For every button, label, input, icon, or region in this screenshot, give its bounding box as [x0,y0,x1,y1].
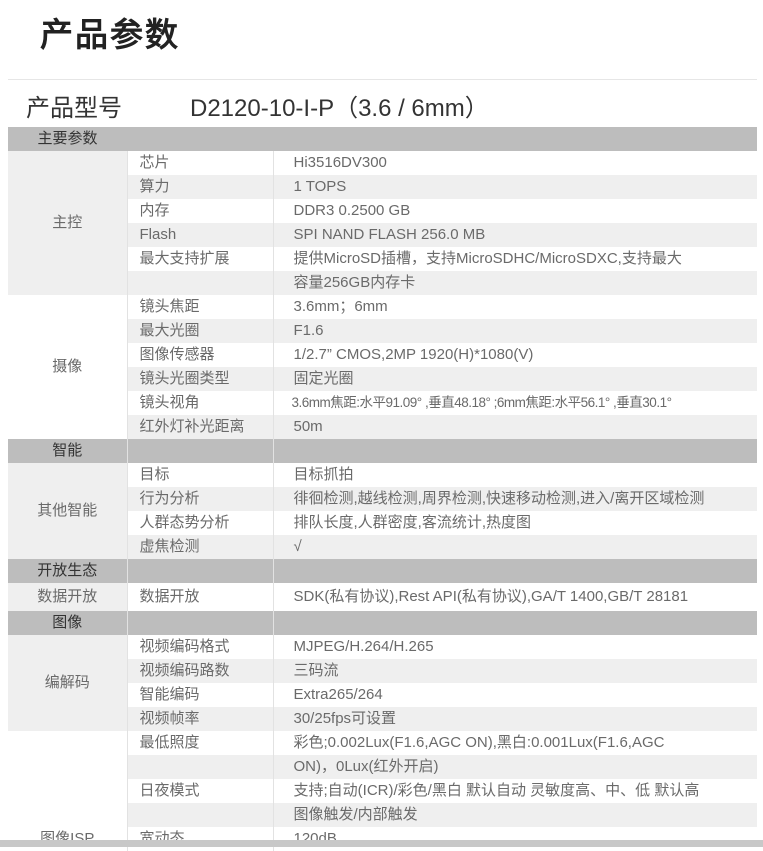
table-row: 主控 芯片 Hi3516DV300 [8,151,757,295]
row-key: 内存 [126,199,273,223]
group-data-open: 数据开放 [8,583,127,611]
section-image: 图像 [8,611,127,635]
row-key: 日夜模式 [126,779,273,803]
row-key: 视频编码格式 [126,635,273,659]
table-row: 编解码 视频编码格式 MJPEG/H.264/H.265 [8,635,757,731]
row-key: 视频帧率 [126,707,273,731]
spec-table: 主要参数 主控 芯片 Hi3516DV300 算力 1 TOPS 内存 DDR3 0.… [8,127,757,851]
row-value: 120dB [272,827,757,851]
row-value: 支持;自动(ICR)/彩色/黑白 默认自动 灵敏度高、中、低 默认高 [272,779,757,803]
row-key: 数据开放 [126,583,273,611]
row-value: 1 TOPS [272,175,757,199]
table-row: 视频编码路数 三码流 [8,659,757,683]
row-value: 排队长度,人群密度,客流统计,热度图 [272,511,757,535]
row-value-cont: 图像触发/内部触发 [272,803,757,827]
group-isp: 图像ISP [8,731,127,851]
group-control: 主控 [8,151,127,295]
table-row: 虚焦检测 √ [8,535,757,559]
row-key: Flash [126,223,273,247]
row-key: 镜头焦距 [126,295,273,319]
table-row: 容量256GB内存卡 [8,271,757,295]
group-other-smart: 其他智能 [8,463,127,559]
bottom-bar [0,840,763,847]
row-value: 目标抓拍 [272,463,757,487]
table-row: 智能编码 Extra265/264 [8,683,757,707]
table-row: 镜头视角 3.6mm焦距:水平91.09° ,垂直48.18° ;6mm焦距:水平… [8,391,757,415]
table-row: 摄像 镜头焦距 3.6mm；6mm [8,295,757,439]
table-row: Flash SPI NAND FLASH 256.0 MB [8,223,757,247]
table-row: ON)，0Lux(红外开启) [8,755,757,779]
row-key: 最大支持扩展 [126,247,273,271]
table-row: 最大支持扩展 提供MicroSD插槽，支持MicroSDHC/MicroSDXC,… [8,247,757,271]
row-value: 3.6mm焦距:水平91.09° ,垂直48.18° ;6mm焦距:水平56.1… [272,391,757,415]
group-codec: 编解码 [8,635,127,731]
row-key: 目标 [126,463,273,487]
row-value: 三码流 [272,659,757,683]
row-key: 智能编码 [126,683,273,707]
row-value: 3.6mm；6mm [272,295,757,319]
section-open: 开放生态 [8,559,127,583]
row-value: SDK(私有协议),Rest API(私有协议),GA/T 1400,GB/T … [272,583,757,611]
section-header: 开放生态 [8,559,757,583]
table-row: 镜头光圈类型 固定光圈 [8,367,757,391]
row-value: SPI NAND FLASH 256.0 MB [272,223,757,247]
table-row: 人群态势分析 排队长度,人群密度,客流统计,热度图 [8,511,757,535]
row-value: Extra265/264 [272,683,757,707]
table-row: 图像ISP 最低照度 彩色;0.002Lux(F1.6,AGC ON),黑白:0.0… [8,731,757,851]
row-key: 镜头视角 [126,391,273,415]
model-value: D2120-10-I-P（3.6 / 6mm） [190,95,489,122]
section-main: 主要参数 [8,127,127,151]
table-row: 图像触发/内部触发 [8,803,757,827]
row-value: 固定光圈 [272,367,757,391]
row-key: 图像传感器 [126,343,273,367]
row-key: 最低照度 [126,731,273,755]
row-value: 徘徊检测,越线检测,周界检测,快速移动检测,进入/离开区域检测 [272,487,757,511]
row-value: MJPEG/H.264/H.265 [272,635,757,659]
table-row: 其他智能 目标 目标抓拍 [8,463,757,559]
row-value: Hi3516DV300 [272,151,757,175]
row-key: 视频编码路数 [126,659,273,683]
row-value: 30/25fps可设置 [272,707,757,731]
table-row: 最大光圈 F1.6 [8,319,757,343]
divider [8,79,757,80]
table-row: 图像传感器 1/2.7” CMOS,2MP 1920(H)*1080(V) [8,343,757,367]
group-camera: 摄像 [8,295,127,439]
row-value-cont: 容量256GB内存卡 [272,271,757,295]
section-header: 主要参数 [8,127,757,151]
row-key: 镜头光圈类型 [126,367,273,391]
section-header: 智能 [8,439,757,463]
table-row: 红外灯补光距离 50m [8,415,757,439]
model-label: 产品型号 [26,94,122,122]
row-value: 彩色;0.002Lux(F1.6,AGC ON),黑白:0.001Lux(F1.… [272,731,757,755]
row-key: 人群态势分析 [126,511,273,535]
row-key: 虚焦检测 [126,535,273,559]
row-value: DDR3 0.2500 GB [272,199,757,223]
row-key: 芯片 [126,151,273,175]
row-value: 提供MicroSD插槽，支持MicroSDHC/MicroSDXC,支持最大 [272,247,757,271]
row-key: 行为分析 [126,487,273,511]
row-key: 宽动态 [126,827,273,851]
page-title: 产品参数 [40,15,180,54]
model-line: 产品型号 D2120-10-I-P（3.6 / 6mm） [26,88,489,123]
row-value-cont: ON)，0Lux(红外开启) [272,755,757,779]
table-row: 数据开放 数据开放 SDK(私有协议),Rest API(私有协议),GA/T 14… [8,583,757,611]
row-key: 红外灯补光距离 [126,415,273,439]
row-key: 最大光圈 [126,319,273,343]
section-header: 图像 [8,611,757,635]
row-value: √ [272,535,757,559]
section-smart: 智能 [8,439,127,463]
row-value: 50m [272,415,757,439]
row-value: F1.6 [272,319,757,343]
table-row: 视频帧率 30/25fps可设置 [8,707,757,731]
table-row: 日夜模式 支持;自动(ICR)/彩色/黑白 默认自动 灵敏度高、中、低 默认高 [8,779,757,803]
row-key: 算力 [126,175,273,199]
table-row: 行为分析 徘徊检测,越线检测,周界检测,快速移动检测,进入/离开区域检测 [8,487,757,511]
row-value: 1/2.7” CMOS,2MP 1920(H)*1080(V) [272,343,757,367]
table-row: 算力 1 TOPS [8,175,757,199]
table-row: 内存 DDR3 0.2500 GB [8,199,757,223]
